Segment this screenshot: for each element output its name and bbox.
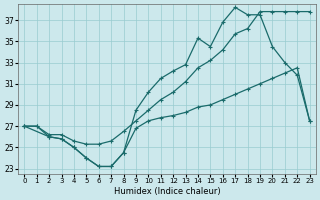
X-axis label: Humidex (Indice chaleur): Humidex (Indice chaleur) xyxy=(114,187,220,196)
